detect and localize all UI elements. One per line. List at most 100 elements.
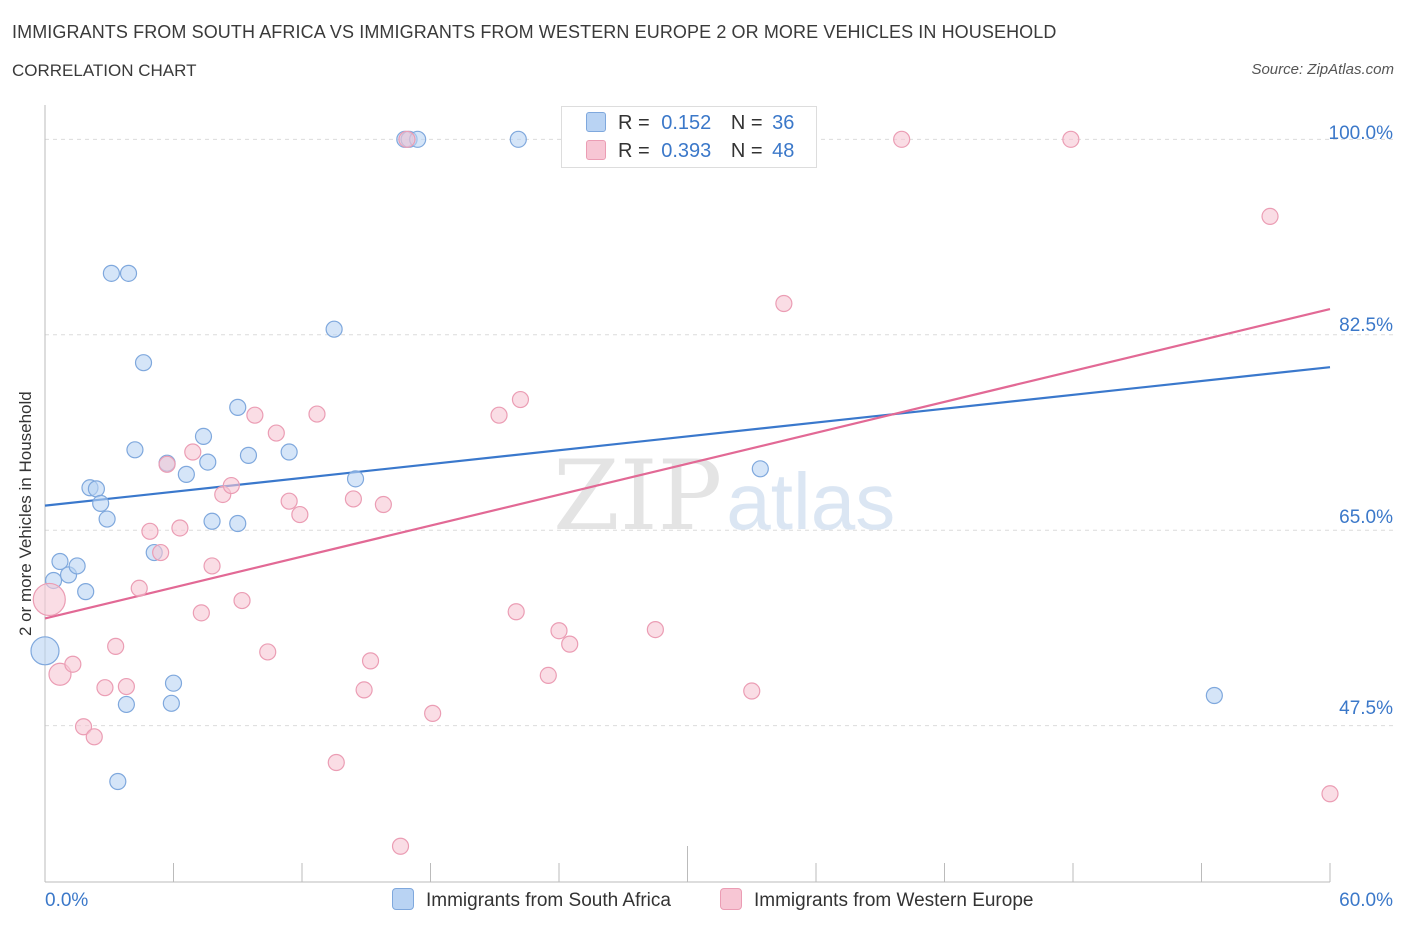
western-europe-trend-line — [44, 308, 1331, 620]
legend-r-value: 0.393 — [661, 140, 712, 162]
western-europe-point — [308, 405, 326, 423]
legend-swatch-pink — [586, 140, 606, 160]
western-europe-point — [48, 662, 72, 686]
western-europe-point — [117, 677, 135, 696]
legend-r-value: 0.152 — [661, 112, 712, 134]
western-europe-point — [355, 681, 373, 699]
south-africa-point — [239, 446, 258, 464]
legend-r-label: R = — [618, 112, 650, 134]
south-africa-point — [280, 443, 298, 461]
south-africa-point — [164, 674, 183, 692]
south-africa-point — [177, 465, 195, 483]
y-axis-label: 2 or more Vehicles in Household — [16, 391, 35, 636]
western-europe-point — [184, 443, 202, 461]
south-africa-point — [509, 130, 527, 148]
legend-r-label: R = — [618, 140, 650, 162]
western-europe-point — [291, 505, 309, 524]
south-africa-point — [1205, 686, 1223, 705]
legend-row-western-europe: R = 0.393 N = 48 — [586, 140, 794, 163]
western-europe-point — [259, 643, 277, 661]
south-africa-point — [229, 398, 247, 416]
south-africa-point — [98, 510, 116, 528]
south-africa-point — [51, 552, 69, 571]
western-europe-point — [233, 591, 251, 610]
south-africa-point — [751, 460, 769, 478]
south-africa-point — [229, 514, 247, 533]
south-africa-point — [30, 636, 60, 666]
western-europe-point — [74, 718, 93, 736]
western-europe-point — [327, 753, 345, 772]
legend-swatch-blue — [586, 112, 606, 132]
western-europe-point — [507, 603, 525, 621]
western-europe-point — [775, 294, 793, 313]
x-tick-label-max: 60.0% — [1339, 890, 1393, 911]
south-africa-point — [203, 512, 221, 530]
western-europe-point — [374, 495, 392, 514]
western-europe-point — [141, 522, 159, 540]
y-tick-label: 47.5% — [1339, 698, 1393, 719]
legend-label: Immigrants from South Africa — [426, 890, 671, 911]
western-europe-point — [743, 682, 761, 700]
western-europe-point — [424, 704, 442, 722]
western-europe-point — [192, 604, 210, 622]
western-europe-point — [511, 390, 530, 409]
legend-n-label: N = — [730, 140, 763, 162]
chart-subtitle: CORRELATION CHART — [12, 61, 197, 80]
south-africa-point — [92, 494, 110, 513]
south-africa-point — [199, 453, 217, 471]
western-europe-point — [361, 652, 380, 670]
south-africa-point — [194, 427, 213, 446]
western-europe-point — [561, 635, 579, 653]
western-europe-point — [246, 406, 264, 424]
chart-title: IMMIGRANTS FROM SOUTH AFRICA VS IMMIGRAN… — [12, 22, 1057, 42]
western-europe-point — [85, 728, 103, 746]
western-europe-point — [550, 622, 568, 640]
south-africa-point — [134, 354, 153, 372]
series-legend-western-europe[interactable]: Immigrants from Western Europe — [720, 888, 1033, 912]
western-europe-point — [893, 130, 911, 148]
series-legend-south-africa[interactable]: Immigrants from South Africa — [392, 888, 671, 912]
western-europe-point — [152, 543, 170, 562]
axis-layer — [44, 105, 1331, 883]
south-africa-point — [77, 583, 95, 601]
western-europe-point — [107, 637, 125, 655]
points-layer — [30, 130, 1339, 855]
western-europe-point — [203, 557, 221, 575]
western-europe-point — [280, 492, 298, 510]
south-africa-point — [119, 264, 138, 282]
south-africa-trend-line — [44, 366, 1331, 507]
correlation-legend: R = 0.152 N = 36 R = 0.393 N = 48 — [561, 106, 817, 168]
western-europe-point — [171, 519, 189, 537]
legend-n-label: N = — [730, 112, 763, 134]
western-europe-point — [130, 579, 148, 597]
western-europe-point — [1261, 207, 1279, 225]
western-europe-point — [96, 679, 114, 697]
source-credit: Source: ZipAtlas.com — [1251, 61, 1394, 78]
western-europe-point — [1321, 785, 1339, 803]
south-africa-point — [325, 320, 343, 338]
legend-swatch-pink — [720, 888, 742, 910]
western-europe-point — [490, 406, 508, 424]
western-europe-point — [158, 455, 176, 473]
legend-row-south-africa: R = 0.152 N = 36 — [586, 112, 794, 135]
south-africa-point — [117, 695, 135, 714]
legend-n-value: 36 — [772, 112, 795, 134]
western-europe-point — [32, 582, 66, 617]
x-tick-label-min: 0.0% — [45, 890, 89, 911]
western-europe-point — [344, 490, 362, 508]
western-europe-point — [267, 424, 285, 442]
watermark-zip: ZIP — [553, 440, 723, 552]
western-europe-point — [398, 130, 416, 148]
western-europe-point — [391, 837, 410, 855]
south-africa-point — [68, 557, 86, 575]
south-africa-point — [109, 772, 127, 791]
watermark: ZIPatlas — [553, 440, 895, 552]
western-europe-point — [1062, 130, 1080, 148]
south-africa-point — [346, 470, 365, 488]
western-europe-point — [646, 621, 664, 639]
south-africa-point — [102, 264, 120, 282]
south-africa-point — [126, 441, 144, 459]
y-tick-label: 65.0% — [1339, 507, 1393, 528]
y-tick-label: 100.0% — [1328, 123, 1393, 144]
